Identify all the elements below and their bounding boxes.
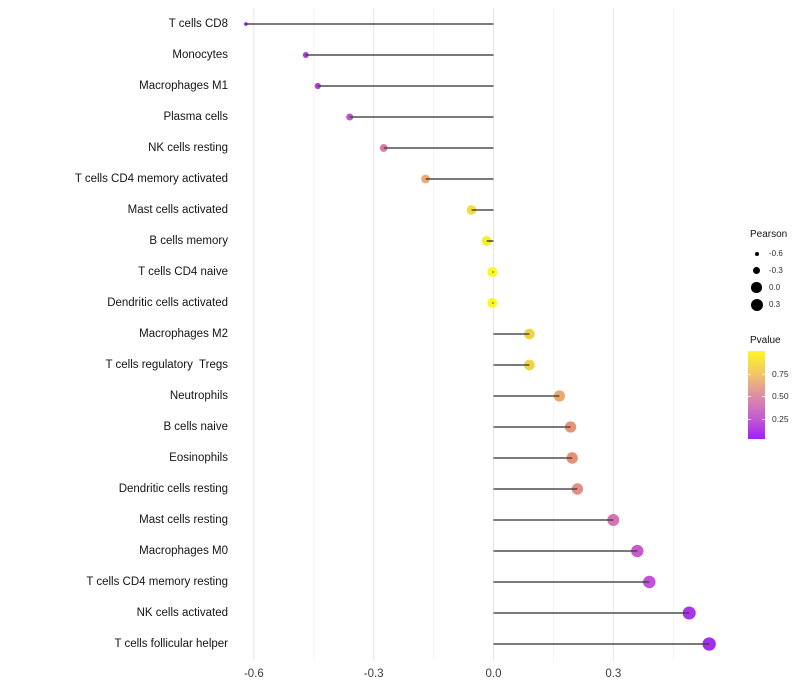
y-axis-label: Plasma cells <box>163 111 228 123</box>
y-axis-label: T cells CD4 memory activated <box>75 173 228 185</box>
y-axis-label: T cells follicular helper <box>114 638 228 650</box>
size-legend-entry: -0.3 <box>744 262 787 279</box>
y-axis-label: Macrophages M2 <box>139 328 228 340</box>
y-axis-label: Macrophages M0 <box>139 545 228 557</box>
x-tick-label: 0.0 <box>486 668 502 680</box>
lollipop-dot <box>421 174 430 184</box>
y-axis-label: Eosinophils <box>169 452 228 464</box>
colorbar-tick-mark <box>748 418 751 420</box>
y-axis-label: Mast cells resting <box>139 514 228 526</box>
y-axis-label: B cells memory <box>149 235 228 247</box>
x-tick-label: 0.3 <box>605 668 621 680</box>
y-axis-label: Dendritic cells resting <box>119 483 228 495</box>
y-axis-label: Neutrophils <box>170 390 228 402</box>
size-legend-label: 0.3 <box>769 300 781 309</box>
size-legend-dot <box>754 251 759 256</box>
y-axis-label: Macrophages M1 <box>139 80 228 92</box>
colorbar-gradient <box>748 351 765 439</box>
colorbar: 0.75 0.50 0.25 <box>748 351 789 439</box>
size-legend-dot <box>750 298 763 311</box>
colorbar-tick-label: 0.50 <box>772 391 789 402</box>
color-legend-title: Pvalue <box>750 335 781 346</box>
y-axis-label: T cells CD4 naive <box>138 266 228 278</box>
y-axis-label: Monocytes <box>172 49 228 61</box>
y-axis-label: T cells CD8 <box>169 18 228 30</box>
y-axis-label: Dendritic cells activated <box>107 297 228 309</box>
size-legend-key <box>744 282 769 293</box>
size-legend-key <box>744 251 769 256</box>
size-legend: Pearson -0.6 -0.3 0.0 0.3 <box>744 228 787 313</box>
colorbar-tick-label: 0.25 <box>772 413 789 424</box>
size-legend-label: 0.0 <box>769 283 781 292</box>
lollipop-dot <box>702 637 716 651</box>
y-axis-label: T cells regulatory Tregs <box>105 359 228 371</box>
color-legend: Pvalue 0.75 0.50 0.25 <box>744 334 789 439</box>
y-axis-label: B cells naive <box>163 421 228 433</box>
colorbar-tick-mark <box>762 418 765 420</box>
y-axis-label: NK cells activated <box>137 607 228 619</box>
size-legend-label: -0.6 <box>769 249 783 258</box>
size-legend-title: Pearson <box>750 229 788 240</box>
y-axis-label: T cells CD4 memory resting <box>86 576 228 588</box>
y-axis-label: NK cells resting <box>148 142 228 154</box>
size-legend-dot <box>751 282 762 293</box>
size-legend-entry: -0.6 <box>744 245 787 262</box>
size-legend-entry: 0.0 <box>744 279 787 296</box>
size-legend-entry: 0.3 <box>744 296 787 313</box>
colorbar-tick-mark <box>748 396 751 398</box>
size-legend-label: -0.3 <box>769 266 783 275</box>
size-legend-key <box>744 298 769 311</box>
y-axis-label: Mast cells activated <box>128 204 228 216</box>
colorbar-tick-mark <box>762 396 765 398</box>
colorbar-tick-mark <box>748 373 751 375</box>
x-tick-label: -0.6 <box>244 668 264 680</box>
lollipop-dot <box>682 606 696 620</box>
colorbar-tick-mark <box>762 373 765 375</box>
size-legend-dot <box>752 266 761 275</box>
x-tick-label: -0.3 <box>364 668 384 680</box>
size-legend-entries: -0.6 -0.3 0.0 0.3 <box>744 245 787 313</box>
colorbar-tick-label: 0.75 <box>772 368 789 379</box>
size-legend-key <box>744 266 769 275</box>
